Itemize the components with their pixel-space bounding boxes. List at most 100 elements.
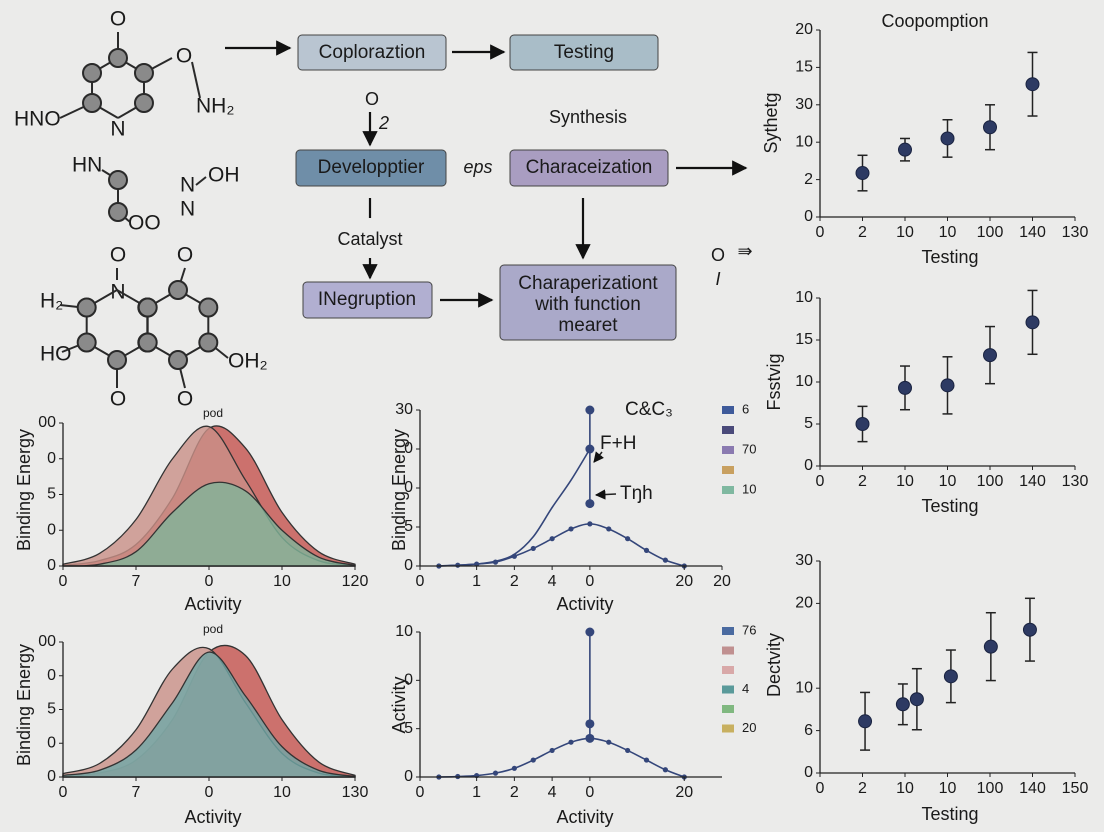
atom-label: OO — [128, 212, 161, 235]
atom — [168, 350, 188, 370]
point — [662, 557, 668, 563]
x-tick-label: 130 — [342, 784, 369, 801]
y-axis-label: Sythetg — [761, 92, 781, 153]
point — [625, 536, 631, 542]
y-tick-label: 0 — [404, 672, 413, 689]
legend-swatch — [722, 426, 734, 434]
y-tick-label: 00 — [38, 633, 56, 650]
x-axis-label: Testing — [921, 804, 978, 824]
symbol: ⇛ — [737, 241, 752, 261]
atom-label: N — [180, 198, 195, 221]
atom-label: HNO — [14, 108, 61, 131]
x-tick-label: 0 — [585, 784, 594, 801]
edge-label: O — [365, 89, 379, 109]
legend-label: 10 — [742, 481, 756, 496]
x-tick-label: 10 — [896, 473, 914, 490]
legend-swatch — [722, 406, 734, 414]
point — [855, 417, 870, 431]
point — [625, 747, 631, 754]
atom — [133, 63, 154, 83]
point — [585, 405, 595, 415]
x-tick-label: 130 — [1062, 224, 1089, 241]
atom-label: N — [110, 281, 125, 304]
x-tick-label: 7 — [132, 784, 141, 801]
x-tick-label: 1 — [472, 784, 481, 801]
point — [662, 767, 668, 773]
y-tick-label: 10 — [795, 133, 813, 150]
x-tick-label: 2 — [510, 784, 519, 801]
legend-label: 20 — [742, 720, 756, 735]
atom — [76, 332, 97, 353]
x-tick-label: 120 — [342, 573, 369, 590]
point — [943, 669, 958, 684]
y-axis-label: Activity — [389, 676, 409, 733]
y-tick-label: 0 — [47, 667, 56, 684]
point — [898, 142, 912, 157]
atom — [107, 350, 127, 370]
legend-label: 6 — [742, 401, 749, 416]
x-tick-label: 10 — [273, 573, 291, 590]
node-label: Characeization — [526, 157, 653, 178]
chart-title: Coopomption — [881, 11, 988, 31]
legend-swatch — [722, 466, 734, 474]
node-label: with function — [534, 294, 641, 315]
y-tick-label: 0 — [804, 764, 813, 781]
x-tick-label: 2 — [510, 573, 519, 590]
legend-swatch — [722, 724, 734, 733]
annotation: pod — [203, 406, 223, 420]
chart: 0 2 10 30 15 20 0 2 10 10 100 140 130 Testing Sythetg C… — [761, 11, 1089, 267]
y-tick-label: 30 — [395, 401, 413, 418]
x-tick-label: 0 — [585, 573, 594, 590]
y-tick-label: 5 — [804, 415, 813, 432]
x-tick-label: 2 — [858, 224, 867, 241]
x-tick-label: 140 — [1019, 224, 1046, 241]
point — [568, 739, 574, 745]
point — [587, 735, 593, 741]
atom — [108, 170, 128, 190]
x-axis-label: Activity — [184, 594, 241, 614]
point — [585, 444, 595, 454]
legend-swatch — [722, 685, 734, 694]
point — [940, 378, 955, 393]
point — [530, 545, 536, 552]
x-tick-label: 10 — [939, 473, 957, 490]
y-tick-label: 10 — [795, 373, 813, 390]
y-tick-label: 0 — [404, 440, 413, 457]
point — [1025, 77, 1040, 92]
atom-label: O — [177, 388, 193, 411]
x-tick-label: 100 — [977, 224, 1004, 241]
x-tick-label: 10 — [273, 784, 291, 801]
x-tick-label: 10 — [939, 780, 957, 797]
point — [898, 380, 912, 395]
y-tick-label: 0 — [47, 557, 56, 574]
flow-node — [509, 149, 669, 187]
x-tick-label: 0 — [59, 573, 68, 590]
y-axis-label: Binding Energy — [14, 429, 34, 551]
y-tick-label: 5 — [47, 486, 56, 503]
flow-node — [499, 264, 677, 341]
annotation: F+H — [600, 433, 636, 454]
point — [455, 562, 461, 568]
legend-swatch — [722, 627, 734, 635]
point — [983, 639, 998, 654]
x-axis-label: Testing — [921, 496, 978, 516]
y-tick-label: 5 — [404, 518, 413, 535]
point — [983, 348, 997, 363]
y-tick-label: 10 — [795, 289, 813, 306]
y-tick-label: 0 — [404, 479, 413, 496]
point — [549, 747, 555, 754]
legend-swatch — [722, 666, 734, 674]
y-tick-label: 0 — [804, 457, 813, 474]
annotation: pod — [203, 622, 223, 636]
x-axis-label: Activity — [556, 594, 613, 614]
x-tick-label: 10 — [939, 224, 957, 241]
x-tick-label: 0 — [59, 784, 68, 801]
x-tick-label: 0 — [205, 573, 214, 590]
x-tick-label: 0 — [816, 224, 825, 241]
flowchart: Coploraztion Testing Developptier Charac… — [225, 34, 753, 341]
atom-label: O — [176, 45, 192, 68]
point — [983, 120, 997, 135]
point — [585, 627, 595, 637]
y-tick-label: 0 — [404, 557, 413, 574]
x-tick-label: 7 — [132, 573, 141, 590]
